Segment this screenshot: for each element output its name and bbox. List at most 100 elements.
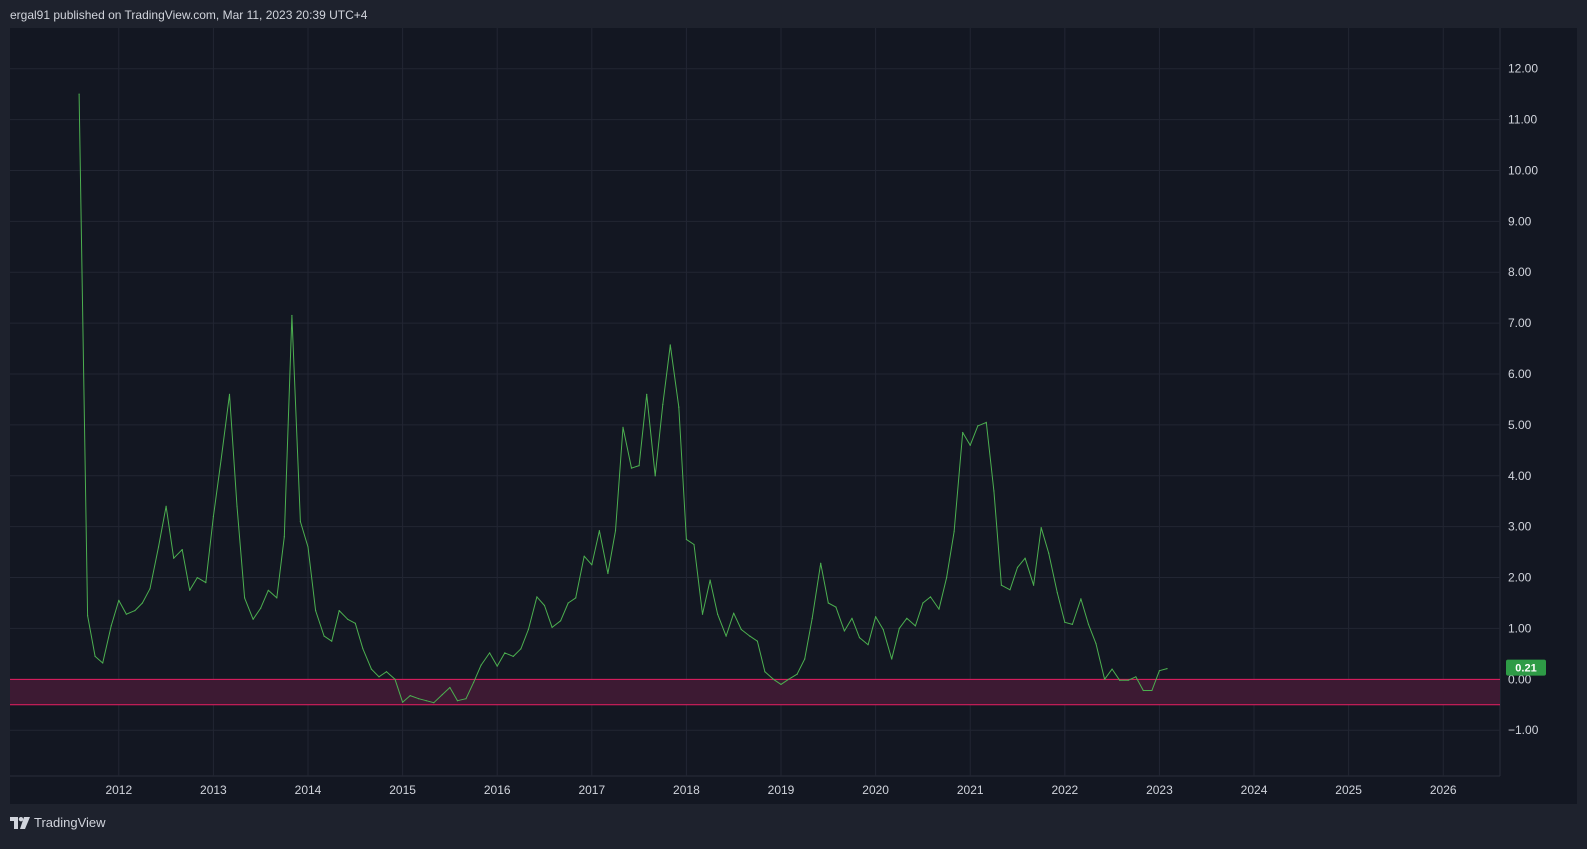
x-tick-label: 2019: [768, 783, 795, 797]
data-point: [969, 444, 971, 446]
x-tick-label: 2016: [484, 783, 511, 797]
data-point: [362, 648, 364, 650]
data-point: [473, 681, 475, 684]
x-tick-label: 2015: [389, 783, 416, 797]
data-point: [820, 562, 822, 564]
data-point: [953, 531, 955, 533]
data-point: [449, 686, 451, 689]
data-point: [669, 344, 671, 346]
data-point: [851, 617, 853, 619]
y-tick-label: 2.00: [1508, 571, 1532, 585]
data-point: [764, 671, 766, 673]
x-tick-label: 2020: [862, 783, 889, 797]
data-point: [867, 644, 869, 646]
data-point: [993, 490, 995, 492]
data-point: [607, 572, 609, 575]
data-point: [276, 597, 278, 599]
data-point: [1024, 557, 1026, 559]
data-point: [614, 530, 617, 532]
data-point: [662, 403, 664, 406]
band-fill: [10, 679, 1500, 705]
data-point: [796, 673, 798, 675]
series-line: [78, 94, 1168, 704]
data-point: [465, 698, 467, 700]
data-point: [591, 564, 593, 566]
data-point: [946, 577, 948, 579]
data-point: [858, 637, 861, 639]
data-point: [835, 606, 837, 608]
y-axis[interactable]: 12.00 11.00 10.00 9.00 8.00 7.00 6.00 5.00 4.00 3…: [1508, 62, 1539, 737]
data-point: [693, 543, 695, 546]
data-point: [1127, 679, 1129, 681]
data-point: [1033, 584, 1035, 586]
data-point: [378, 676, 380, 678]
data-point: [843, 630, 846, 632]
data-point: [385, 671, 388, 673]
data-point: [717, 613, 719, 615]
data-point: [804, 658, 806, 660]
tradingview-brand[interactable]: TradingView: [10, 815, 106, 830]
chart-area[interactable]: 12.00 11.00 10.00 9.00 8.00 7.00 6.00 5.00 4.00 3…: [10, 28, 1577, 804]
last-value-badge: 0.21: [1506, 659, 1546, 676]
data-point: [315, 610, 317, 612]
data-point: [418, 698, 420, 700]
data-point: [749, 635, 751, 637]
x-tick-label: 2021: [957, 783, 984, 797]
data-point: [323, 635, 325, 637]
data-point: [141, 602, 143, 604]
data-point: [985, 421, 987, 423]
chart-svg[interactable]: 12.00 11.00 10.00 9.00 8.00 7.00 6.00 5.00 4.00 3…: [10, 28, 1577, 804]
data-point: [929, 596, 932, 598]
data-point: [402, 701, 404, 703]
publish-info: ergal91 published on TradingView.com, Ma…: [10, 8, 368, 22]
data-point: [118, 599, 120, 602]
data-point: [1166, 668, 1168, 670]
data-point: [441, 694, 443, 696]
data-point: [165, 505, 167, 507]
x-tick-label: 2025: [1335, 783, 1362, 797]
y-tick-label: 9.00: [1508, 214, 1532, 228]
data-point: [598, 530, 601, 532]
y-tick-label: 12.00: [1508, 62, 1538, 76]
data-point: [78, 93, 80, 95]
data-point: [331, 640, 333, 642]
data-point: [1135, 676, 1137, 678]
data-point: [157, 546, 160, 548]
data-point: [1142, 689, 1144, 692]
data-point: [394, 678, 396, 680]
x-axis[interactable]: 2012 2013 2014 2015 2016 2017 2018 2019 2020 2021…: [105, 783, 1456, 797]
data-point: [299, 521, 301, 523]
data-point: [914, 625, 917, 627]
data-point: [1071, 623, 1073, 626]
data-point: [685, 538, 688, 540]
data-point: [1056, 592, 1058, 594]
data-point: [1080, 598, 1082, 600]
y-tick-label: 6.00: [1508, 367, 1532, 381]
data-point: [733, 612, 735, 614]
data-point: [583, 555, 585, 557]
data-point: [630, 467, 633, 469]
data-point: [906, 617, 908, 619]
data-point: [504, 652, 506, 654]
data-point: [433, 702, 435, 704]
data-point: [1104, 678, 1106, 680]
data-point: [725, 635, 727, 637]
data-point: [236, 505, 238, 507]
data-point: [788, 678, 790, 680]
x-tick-label: 2013: [200, 783, 227, 797]
data-point: [307, 546, 309, 548]
x-tick-label: 2023: [1146, 783, 1173, 797]
data-point: [489, 652, 491, 654]
data-point: [709, 579, 711, 581]
data-point: [827, 602, 829, 604]
data-point: [205, 582, 207, 584]
last-value-label: 0.21: [1515, 663, 1536, 675]
data-point: [370, 668, 372, 670]
data-point: [567, 602, 569, 604]
grid-lines: [10, 28, 1501, 777]
data-point: [283, 536, 285, 538]
data-point: [189, 589, 191, 591]
data-point: [125, 613, 127, 615]
data-point: [622, 426, 624, 428]
data-point: [291, 314, 293, 317]
